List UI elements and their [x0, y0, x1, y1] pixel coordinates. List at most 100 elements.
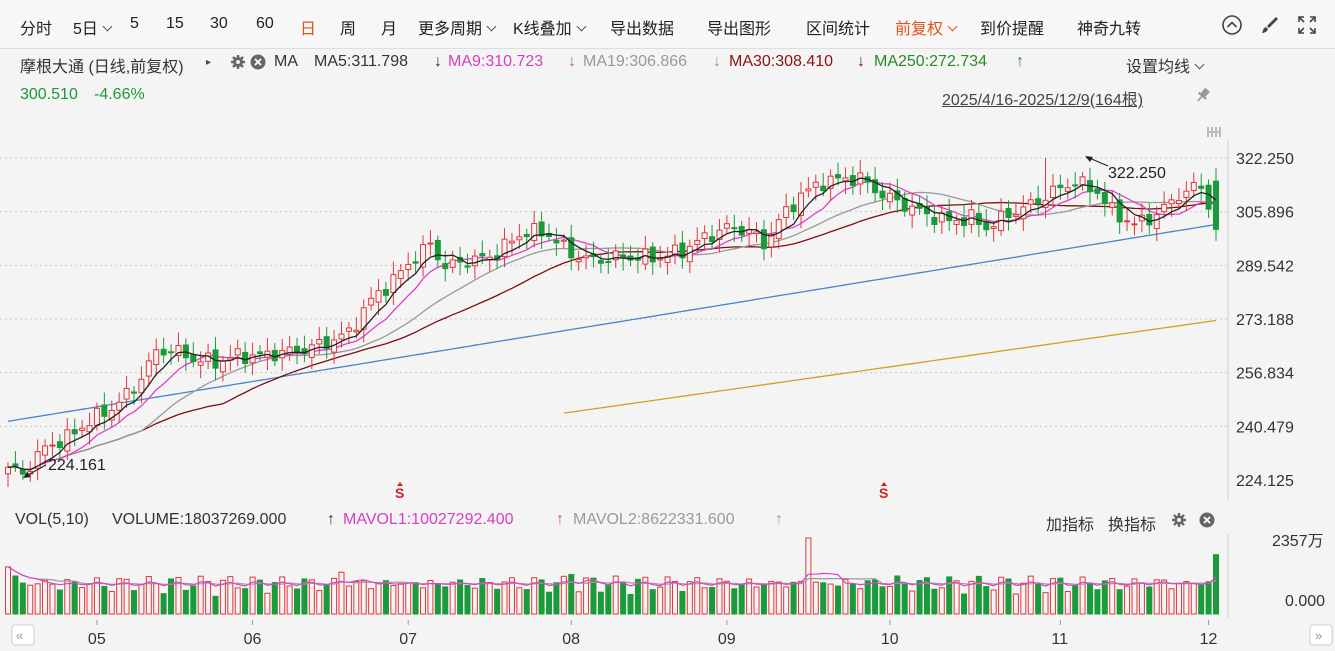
- ma250-value: MA250:272.734: [874, 53, 987, 70]
- candle-body: [931, 217, 938, 225]
- volume-bar: [946, 576, 953, 615]
- volume-bar: [583, 577, 590, 615]
- volume-bar: [49, 583, 56, 615]
- magic-nine-button[interactable]: 神奇九转: [1077, 21, 1142, 38]
- tab-5day[interactable]: 5日: [73, 15, 113, 39]
- candle-body: [501, 238, 508, 258]
- gear-icon[interactable]: [230, 54, 246, 70]
- volume-bar: [805, 537, 812, 615]
- drag-handle-icon[interactable]: [1206, 126, 1222, 138]
- volume-bar: [916, 580, 923, 615]
- month-label: 09: [718, 631, 736, 648]
- export-data-button[interactable]: 导出数据: [610, 21, 675, 38]
- candle-body: [657, 258, 664, 261]
- mavol2-path: [7, 566, 1217, 586]
- price-tick-label: 273.188: [1236, 312, 1294, 329]
- volume-bar: [872, 579, 879, 615]
- forward-adjust-dropdown[interactable]: 前复权: [895, 15, 958, 39]
- brush-icon[interactable]: [1259, 14, 1281, 36]
- candle-body: [790, 204, 797, 213]
- volume-bar: [731, 588, 738, 615]
- volume-bar: [716, 578, 723, 615]
- last-price: 300.510: [20, 86, 78, 103]
- volume-bar: [1198, 584, 1205, 615]
- ma9-arrow: ↓: [568, 53, 576, 70]
- volume-bar: [93, 577, 100, 615]
- candle-body: [56, 441, 63, 449]
- s-marker-label: S: [879, 485, 888, 500]
- volume-bar: [605, 584, 612, 615]
- expand-triangle-icon[interactable]: ▸: [206, 57, 212, 68]
- tab-monthly[interactable]: 月: [381, 21, 398, 38]
- collapse-up-icon[interactable]: [1221, 14, 1243, 36]
- candle-body: [531, 223, 538, 241]
- candle-body: [130, 391, 137, 394]
- volume-bar: [19, 582, 26, 615]
- candle-body: [256, 351, 263, 355]
- scroll-left-button[interactable]: «: [11, 624, 35, 646]
- volume-bar: [338, 571, 345, 615]
- ma30-arrow: ↓: [857, 53, 865, 70]
- tab-30min[interactable]: 30: [210, 15, 228, 32]
- tab-weekly[interactable]: 周: [340, 21, 357, 38]
- volume-bar: [797, 580, 804, 615]
- candle-body: [405, 263, 412, 271]
- candle-body: [19, 468, 26, 475]
- s-marker-july[interactable]: S: [395, 482, 404, 500]
- volume-bar: [516, 587, 523, 615]
- candle-body: [694, 239, 701, 245]
- volume-bar: [242, 588, 249, 615]
- price-alert-button[interactable]: 到价提醒: [980, 21, 1045, 38]
- candle-body: [597, 260, 604, 264]
- candle-body: [160, 348, 167, 356]
- tab-5min[interactable]: 5: [130, 15, 139, 32]
- mavol2-line: [7, 566, 1217, 586]
- volume-bar: [1190, 583, 1197, 615]
- pin-icon[interactable]: [1193, 85, 1213, 105]
- volume-bar: [130, 590, 137, 615]
- tab-intraday[interactable]: 分时: [20, 21, 53, 38]
- volume-bar: [160, 593, 167, 615]
- candle-body: [886, 192, 893, 203]
- candle-body: [583, 255, 590, 259]
- candle-body: [1213, 180, 1219, 230]
- price-chart[interactable]: 322.250 224.161 S S 322.250 305.896 289.54…: [0, 140, 1335, 500]
- s-marker-october[interactable]: S: [879, 482, 888, 500]
- scroll-right-button[interactable]: »: [1309, 624, 1333, 646]
- annotations: 322.250 224.161 S S: [23, 156, 1166, 500]
- candle-body: [701, 232, 708, 240]
- candle-body: [442, 263, 449, 270]
- gear-icon[interactable]: [1171, 512, 1187, 528]
- candle-body: [101, 404, 108, 417]
- switch-indicator-button[interactable]: 换指标: [1108, 517, 1157, 534]
- kline-overlay-dropdown[interactable]: K线叠加: [513, 15, 587, 39]
- close-icon[interactable]: [250, 54, 266, 70]
- candle-body: [42, 445, 49, 456]
- volume-bar: [71, 581, 78, 615]
- more-periods-dropdown[interactable]: 更多周期: [418, 15, 497, 39]
- price-axis: 322.250 305.896 289.542 273.188 256.834 240.4…: [1227, 140, 1294, 500]
- month-label: 12: [1200, 631, 1218, 648]
- volume-bar: [523, 589, 530, 615]
- tab-60min[interactable]: 60: [256, 15, 274, 32]
- candle-body: [71, 429, 78, 435]
- close-icon[interactable]: [1199, 512, 1215, 528]
- volume-bar: [783, 586, 790, 615]
- add-indicator-button[interactable]: 加指标: [1046, 517, 1095, 534]
- volume-bar: [442, 586, 449, 615]
- volume-bar: [64, 579, 71, 615]
- tab-15min[interactable]: 15: [166, 15, 184, 32]
- candle-body: [679, 242, 686, 259]
- set-ma-dropdown[interactable]: 设置均线: [1126, 53, 1205, 76]
- volume-bar: [168, 578, 175, 615]
- candle-body: [375, 290, 382, 303]
- tab-daily[interactable]: 日: [300, 21, 317, 38]
- month-label: 11: [1051, 631, 1068, 648]
- volume-bar: [1094, 589, 1101, 615]
- volume-chart[interactable]: 2357万 0.000: [0, 534, 1335, 618]
- export-image-button[interactable]: 导出图形: [707, 21, 772, 38]
- range-stats-button[interactable]: 区间统计: [806, 21, 871, 38]
- fullscreen-icon[interactable]: [1296, 14, 1318, 36]
- volume-bar: [953, 580, 960, 615]
- volume-bar: [664, 576, 671, 615]
